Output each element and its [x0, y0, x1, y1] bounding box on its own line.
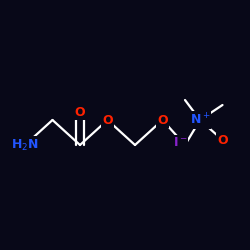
Text: O: O	[102, 114, 113, 126]
Text: O: O	[217, 134, 228, 146]
Text: O: O	[75, 106, 85, 119]
Text: I$^-$: I$^-$	[172, 136, 188, 149]
Text: H$_2$N: H$_2$N	[11, 138, 39, 152]
Text: O: O	[157, 114, 168, 126]
Text: N$^+$: N$^+$	[190, 112, 210, 128]
